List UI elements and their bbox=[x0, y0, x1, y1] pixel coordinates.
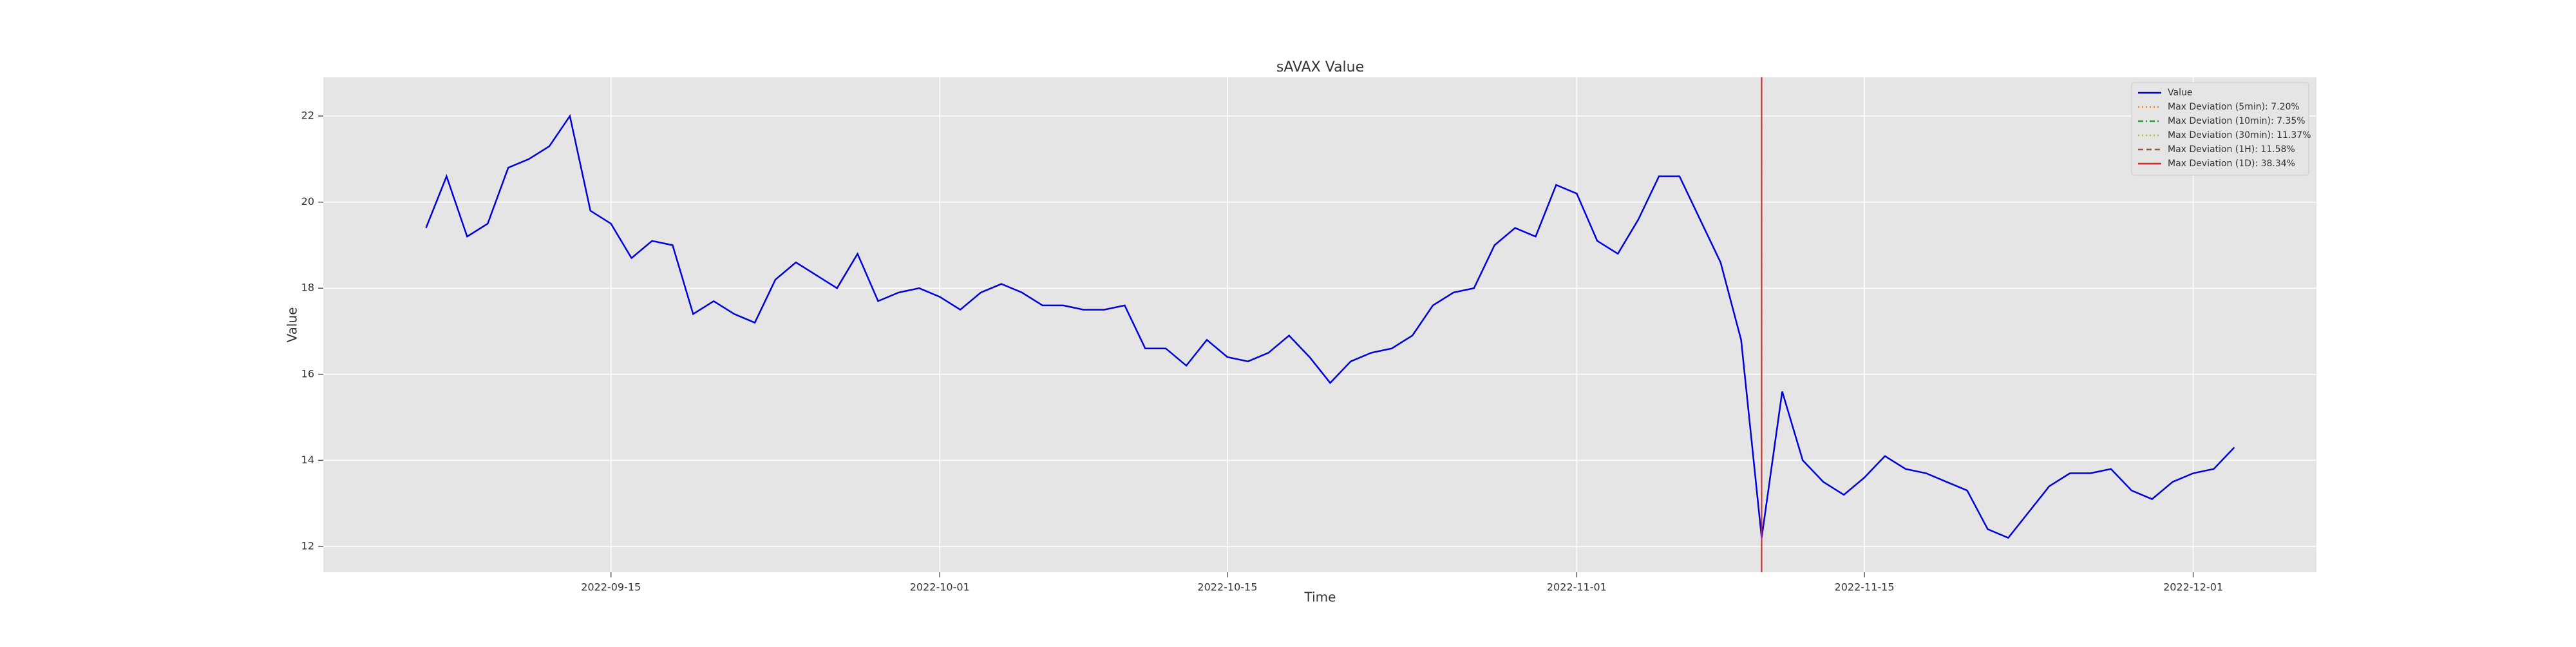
y-tick-label: 12 bbox=[301, 539, 314, 552]
legend-label: Max Deviation (1D): 38.34% bbox=[2168, 159, 2295, 169]
x-tick-label: 2022-09-15 bbox=[581, 581, 641, 594]
legend-label: Max Deviation (1H): 11.58% bbox=[2168, 144, 2295, 155]
y-tick-label: 18 bbox=[301, 282, 314, 294]
legend-box bbox=[2131, 82, 2309, 176]
y-tick-label: 14 bbox=[301, 454, 314, 466]
plot-area bbox=[323, 77, 2316, 572]
legend-label: Max Deviation (5min): 7.20% bbox=[2168, 102, 2300, 112]
x-tick-label: 2022-10-15 bbox=[1197, 581, 1257, 594]
legend-label: Value bbox=[2168, 88, 2192, 98]
y-tick-label: 16 bbox=[301, 367, 314, 380]
y-tick-label: 20 bbox=[301, 195, 314, 208]
x-tick-label: 2022-11-01 bbox=[1547, 581, 1607, 594]
y-axis-label: Value bbox=[285, 307, 300, 343]
legend-label: Max Deviation (30min): 11.37% bbox=[2168, 130, 2311, 140]
legend-label: Max Deviation (10min): 7.35% bbox=[2168, 116, 2306, 126]
y-tick-label: 22 bbox=[301, 110, 314, 122]
data-line bbox=[425, 113, 2235, 539]
x-tick-label: 2022-11-15 bbox=[1835, 581, 1895, 594]
chart-title: sAVAX Value bbox=[1276, 59, 1364, 75]
x-tick-label: 2022-10-01 bbox=[910, 581, 970, 594]
x-axis-label: Time bbox=[1304, 590, 1336, 605]
x-tick-label: 2022-12-01 bbox=[2163, 581, 2223, 594]
